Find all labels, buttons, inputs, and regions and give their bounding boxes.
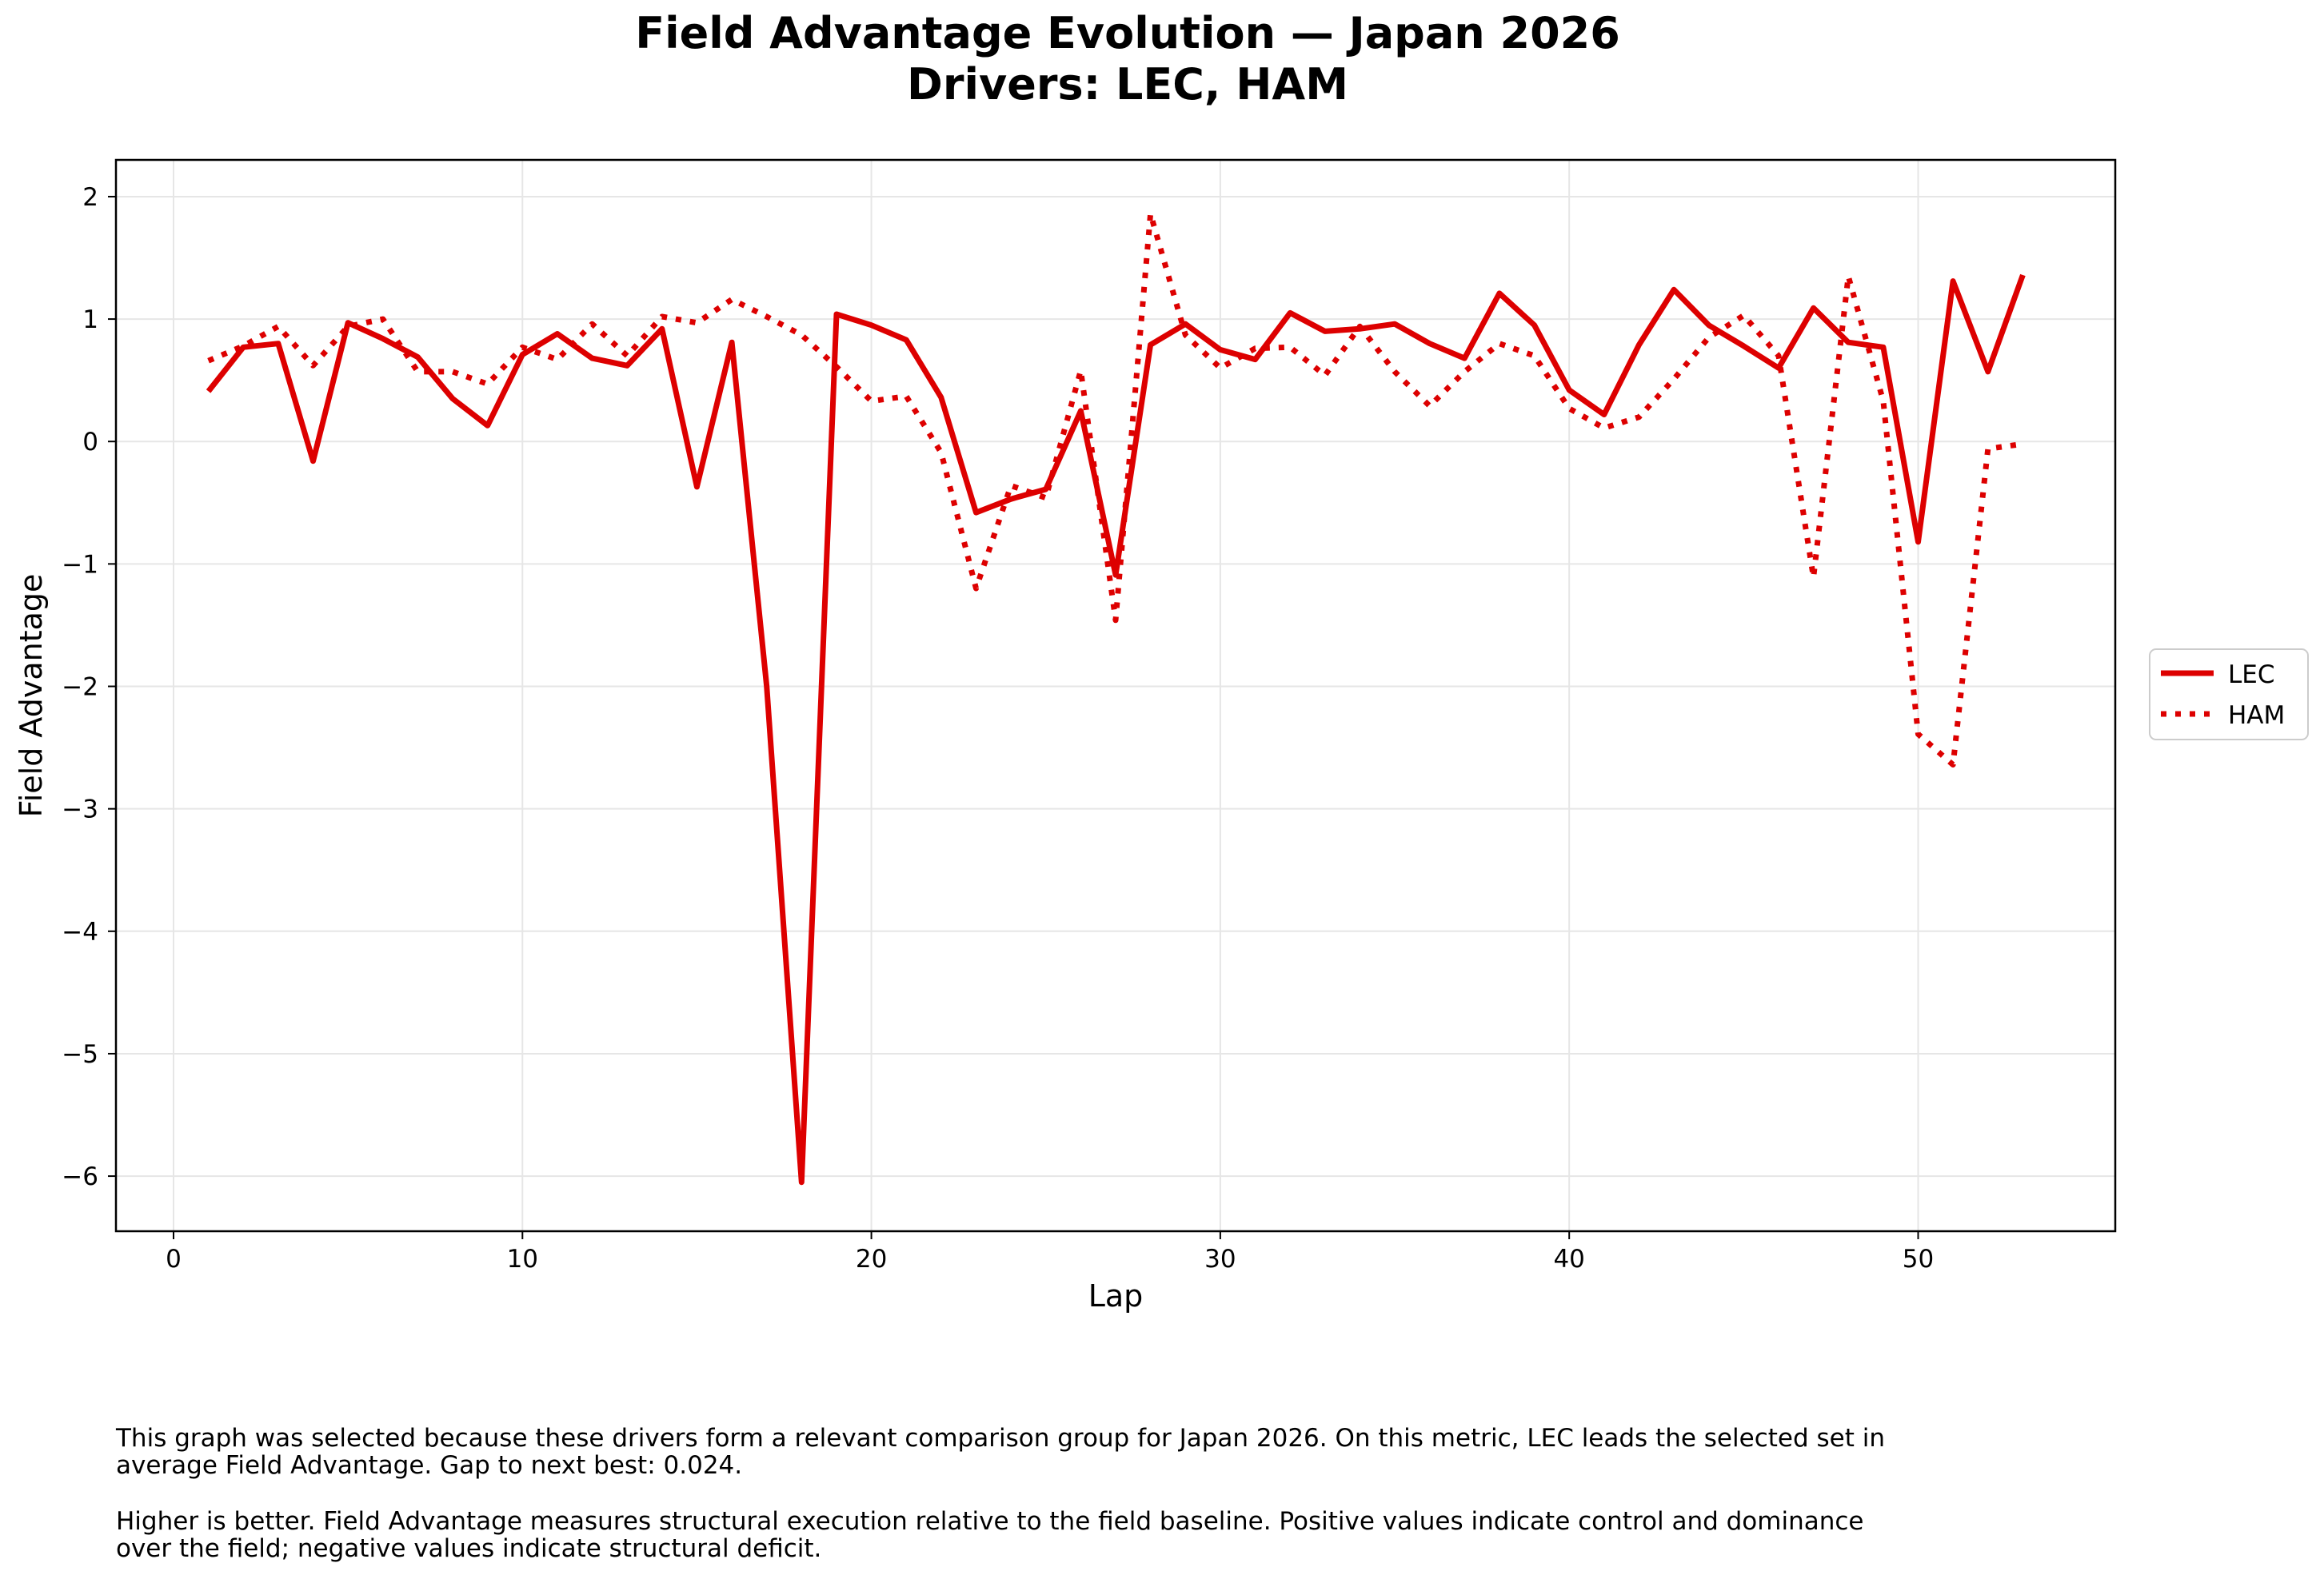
y-axis-label: Field Advantage: [14, 574, 49, 818]
caption-1-line-2: average Field Advantage. Gap to next bes…: [116, 1451, 743, 1480]
series-line-ham: [207, 210, 2023, 768]
legend: LEC HAM: [2149, 648, 2309, 740]
y-tick-label: −6: [62, 1162, 98, 1191]
x-tick-label: 0: [166, 1245, 182, 1274]
x-tick-label: 20: [856, 1245, 887, 1274]
y-tick-label: −5: [62, 1040, 98, 1069]
grid-lines: [116, 160, 2115, 1231]
y-tick-label: 0: [82, 428, 98, 457]
plot-frame: [114, 158, 2117, 1233]
caption-2-line-2: over the field; negative values indicate…: [116, 1534, 822, 1563]
chart-subtitle: Drivers: LEC, HAM: [907, 59, 1348, 110]
y-tick-label: −2: [62, 673, 98, 702]
y-tick-label: −3: [62, 795, 98, 824]
y-tick-label: −4: [62, 918, 98, 947]
x-tick-label: 30: [1204, 1245, 1236, 1274]
series-line-lec: [206, 273, 2026, 1186]
caption-metric-explanation: Higher is better. Field Advantage measur…: [116, 1508, 2051, 1562]
caption-2-line-1: Higher is better. Field Advantage measur…: [116, 1507, 1864, 1536]
caption-1-line-1: This graph was selected because these dr…: [116, 1424, 1885, 1453]
legend-label-ham: HAM: [2228, 701, 2285, 730]
caption-selection-note: This graph was selected because these dr…: [116, 1425, 2051, 1479]
y-tick-label: 2: [82, 183, 98, 212]
chart-title: Field Advantage Evolution — Japan 2026: [635, 8, 1620, 58]
y-tick-label: 1: [82, 305, 98, 334]
y-tick-label: −1: [62, 550, 98, 579]
x-tick-label: 10: [507, 1245, 538, 1274]
x-axis-label: Lap: [1088, 1278, 1144, 1314]
x-tick-label: 40: [1553, 1245, 1584, 1274]
legend-label-lec: LEC: [2228, 660, 2275, 689]
series-lines: [206, 210, 2026, 1186]
x-tick-label: 50: [1903, 1245, 1934, 1274]
